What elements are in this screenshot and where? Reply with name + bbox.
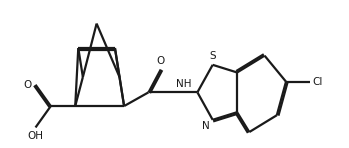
Text: N: N [202, 121, 210, 131]
Text: Cl: Cl [313, 77, 323, 87]
Text: O: O [157, 56, 165, 66]
Text: S: S [209, 51, 216, 61]
Text: O: O [24, 80, 32, 90]
Text: NH: NH [176, 79, 192, 89]
Text: OH: OH [28, 131, 44, 141]
